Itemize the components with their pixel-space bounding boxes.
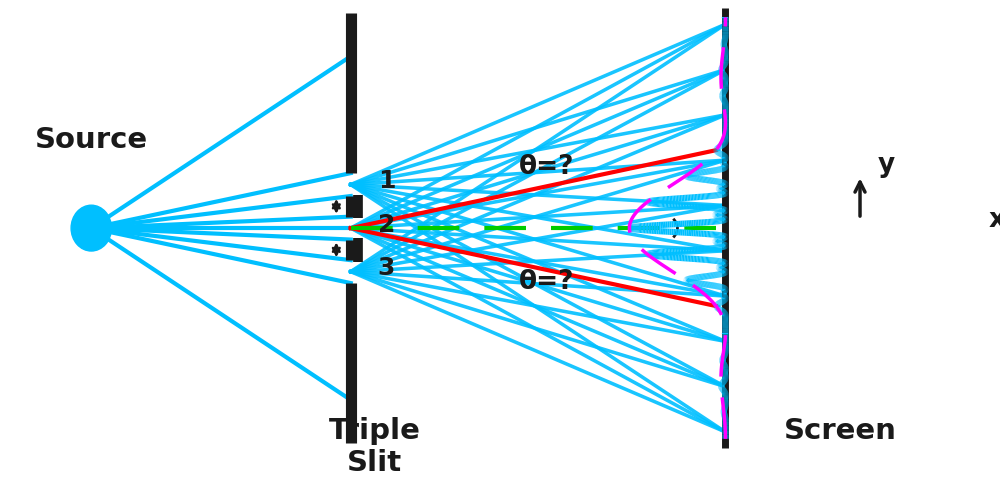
Text: Triple
Slit: Triple Slit (329, 416, 421, 476)
Text: 3: 3 (378, 256, 395, 279)
Text: 2: 2 (378, 212, 395, 236)
Text: θ=?: θ=? (519, 154, 574, 180)
Text: Screen: Screen (784, 416, 897, 444)
Text: θ=?: θ=? (519, 268, 574, 294)
Text: 1: 1 (378, 168, 395, 193)
Ellipse shape (71, 206, 111, 252)
Text: x: x (988, 207, 1000, 232)
Text: Source: Source (35, 125, 148, 153)
Text: y: y (877, 151, 895, 178)
